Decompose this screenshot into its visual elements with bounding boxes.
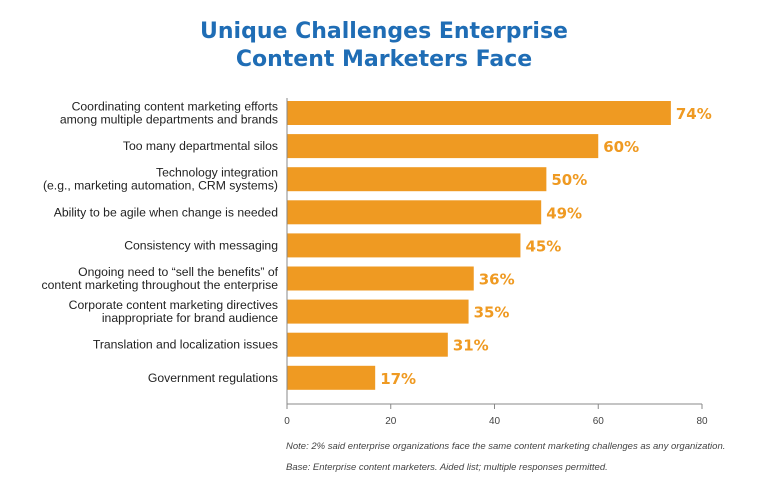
bar-value-label: 35% xyxy=(474,304,510,322)
category-label: (e.g., marketing automation, CRM systems… xyxy=(43,179,278,193)
category-label: Too many departmental silos xyxy=(123,139,278,153)
category-label: Coordinating content marketing efforts xyxy=(72,100,278,114)
bar xyxy=(287,233,521,258)
category-label: among multiple departments and brands xyxy=(60,113,278,127)
chart-title-line-1: Unique Challenges Enterprise xyxy=(200,19,568,44)
bar xyxy=(287,134,599,159)
bar-value-label: 49% xyxy=(546,204,582,222)
bar xyxy=(287,299,469,324)
x-tick-label: 80 xyxy=(696,416,708,427)
category-label: Corporate content marketing directives xyxy=(69,298,278,312)
category-label: Ability to be agile when change is neede… xyxy=(54,205,278,219)
category-label: Consistency with messaging xyxy=(124,238,278,252)
bar-value-label: 31% xyxy=(453,337,489,355)
category-label: Government regulations xyxy=(148,371,278,385)
category-label: Translation and localization issues xyxy=(93,338,278,352)
bar-value-label: 60% xyxy=(603,138,639,156)
bar-value-label: 36% xyxy=(479,271,515,289)
bar-value-label: 45% xyxy=(525,237,561,255)
x-tick-label: 0 xyxy=(284,416,290,427)
chart-base-note: Base: Enterprise content marketers. Aide… xyxy=(286,462,608,473)
bar xyxy=(287,200,542,225)
bar xyxy=(287,266,474,291)
chart-title-line-2: Content Marketers Face xyxy=(235,47,533,72)
bar xyxy=(287,365,376,390)
category-label: inappropriate for brand audience xyxy=(102,311,278,325)
chart-title: Unique Challenges Enterprise Content Mar… xyxy=(0,18,768,74)
x-tick-label: 40 xyxy=(489,416,501,427)
category-label: content marketing throughout the enterpr… xyxy=(42,278,279,292)
bar-value-label: 74% xyxy=(676,105,712,123)
bar-value-label: 50% xyxy=(551,171,587,189)
bar xyxy=(287,332,448,357)
bar xyxy=(287,167,547,192)
chart-note: Note: 2% said enterprise organizations f… xyxy=(286,441,726,452)
x-tick-label: 20 xyxy=(385,416,397,427)
category-label: Technology integration xyxy=(156,166,278,180)
bar xyxy=(287,101,671,125)
category-label: Ongoing need to “sell the benefits” of xyxy=(78,265,278,279)
x-tick-label: 60 xyxy=(593,416,605,427)
bar-value-label: 17% xyxy=(380,370,416,388)
